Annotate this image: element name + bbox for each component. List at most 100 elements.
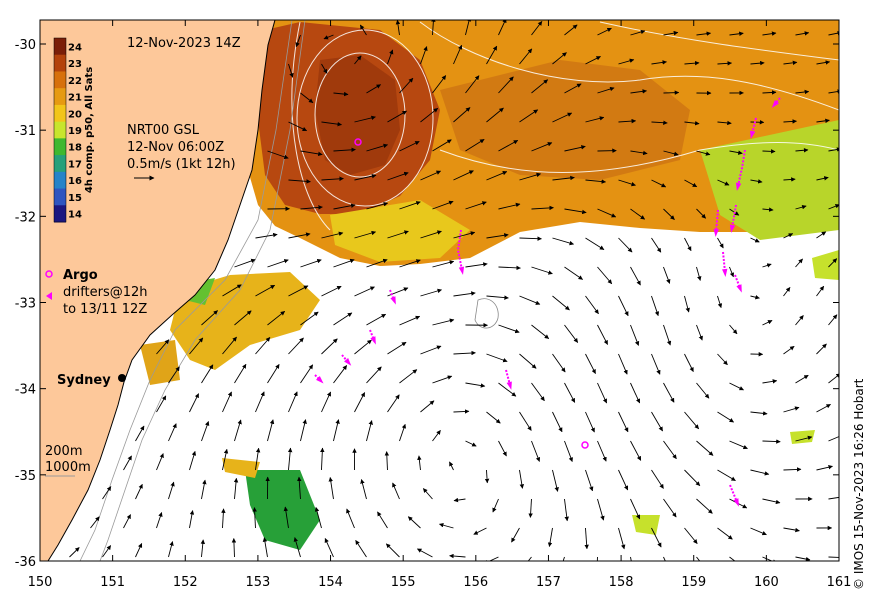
sst-field-yellow <box>330 200 470 262</box>
colorbar-swatch <box>54 38 66 56</box>
current-vector <box>221 508 226 529</box>
current-vector <box>123 455 132 471</box>
current-vector <box>584 527 589 550</box>
current-vector <box>168 423 177 442</box>
drifter-head <box>729 224 736 233</box>
current-vector <box>696 440 714 456</box>
current-vector <box>255 447 261 471</box>
current-vector <box>519 353 537 369</box>
current-vector <box>287 447 293 471</box>
current-vector <box>355 540 367 558</box>
current-vector <box>519 411 532 431</box>
current-vector <box>333 312 353 326</box>
current-vector <box>399 259 421 268</box>
current-vector <box>420 400 435 413</box>
current-vector <box>156 512 163 529</box>
current-vector <box>346 508 355 529</box>
current-vector <box>618 179 636 187</box>
current-vector <box>465 382 486 388</box>
y-tick-label: -36 <box>15 555 36 570</box>
current-vector <box>333 258 355 268</box>
current-vector <box>816 403 831 413</box>
current-vector <box>750 411 768 416</box>
current-vector <box>564 324 579 343</box>
drifter-head <box>736 182 742 191</box>
current-vector <box>684 469 701 487</box>
current-vector <box>267 419 275 442</box>
current-vector <box>585 56 601 65</box>
current-vector <box>453 170 474 181</box>
current-vector <box>333 91 349 97</box>
sst-patch-8 <box>812 250 839 280</box>
current-vector <box>416 548 433 558</box>
current-vector <box>392 482 400 500</box>
x-tick-label: 154 <box>318 575 343 590</box>
current-vector <box>795 204 807 210</box>
current-vector <box>783 406 800 413</box>
current-vector <box>498 202 521 210</box>
current-vector <box>597 86 615 94</box>
current-vector <box>729 556 736 561</box>
current-vector <box>750 237 760 243</box>
x-tick-label: 151 <box>100 575 125 590</box>
current-vector <box>366 420 373 442</box>
current-vector <box>795 147 809 153</box>
current-vector <box>750 527 767 536</box>
current-vector <box>597 498 605 521</box>
current-vectors <box>69 20 839 561</box>
current-vector <box>288 391 298 413</box>
current-vector <box>696 266 702 281</box>
current-vector <box>102 545 112 558</box>
current-vector <box>531 324 550 340</box>
current-vector <box>828 258 838 268</box>
current-vector <box>585 469 594 492</box>
colorbar-tick-label: 19 <box>68 126 82 137</box>
current-vector <box>399 201 421 210</box>
current-vector <box>750 295 760 300</box>
current-vector <box>399 140 420 152</box>
current-vector <box>597 208 617 218</box>
current-vector <box>465 440 477 447</box>
current-vector <box>552 411 563 433</box>
current-vector <box>585 179 607 184</box>
current-vector <box>663 440 677 460</box>
current-vector <box>333 203 356 210</box>
current-vector <box>135 483 143 500</box>
current-vector <box>564 266 583 280</box>
current-vector <box>234 310 252 326</box>
current-vector <box>465 75 480 94</box>
current-vector <box>366 202 389 210</box>
current-vector <box>399 369 418 384</box>
current-vector <box>585 295 599 315</box>
current-vector <box>267 259 289 268</box>
current-vector <box>663 208 675 220</box>
current-vector <box>498 20 507 36</box>
current-vector <box>314 506 322 529</box>
current-vector <box>783 233 794 239</box>
current-vector <box>750 60 765 66</box>
current-vector <box>387 49 394 65</box>
colorbar-tick-label: 22 <box>68 76 82 87</box>
current-vector <box>717 411 734 423</box>
current-vector <box>453 44 463 65</box>
current-vector <box>531 440 541 462</box>
current-vector <box>564 145 586 152</box>
y-tick-label: -32 <box>15 210 36 225</box>
current-vector <box>486 233 509 239</box>
colorbar: 24 23 22 21 20 19 18 17 16 15 14 <box>53 37 82 223</box>
current-vector <box>453 291 476 297</box>
drifter-head <box>370 336 376 345</box>
current-vector <box>324 537 334 558</box>
current-vector <box>663 382 675 403</box>
current-vector <box>300 364 314 384</box>
current-vector <box>234 363 247 384</box>
current-vector <box>432 139 452 152</box>
drifter-track <box>715 209 719 233</box>
colorbar-swatch <box>54 155 66 173</box>
current-vector <box>696 208 706 219</box>
current-vector <box>651 411 663 432</box>
current-vector <box>663 498 677 518</box>
current-vector <box>300 419 307 442</box>
current-vector <box>288 285 309 297</box>
current-vector <box>750 179 763 184</box>
